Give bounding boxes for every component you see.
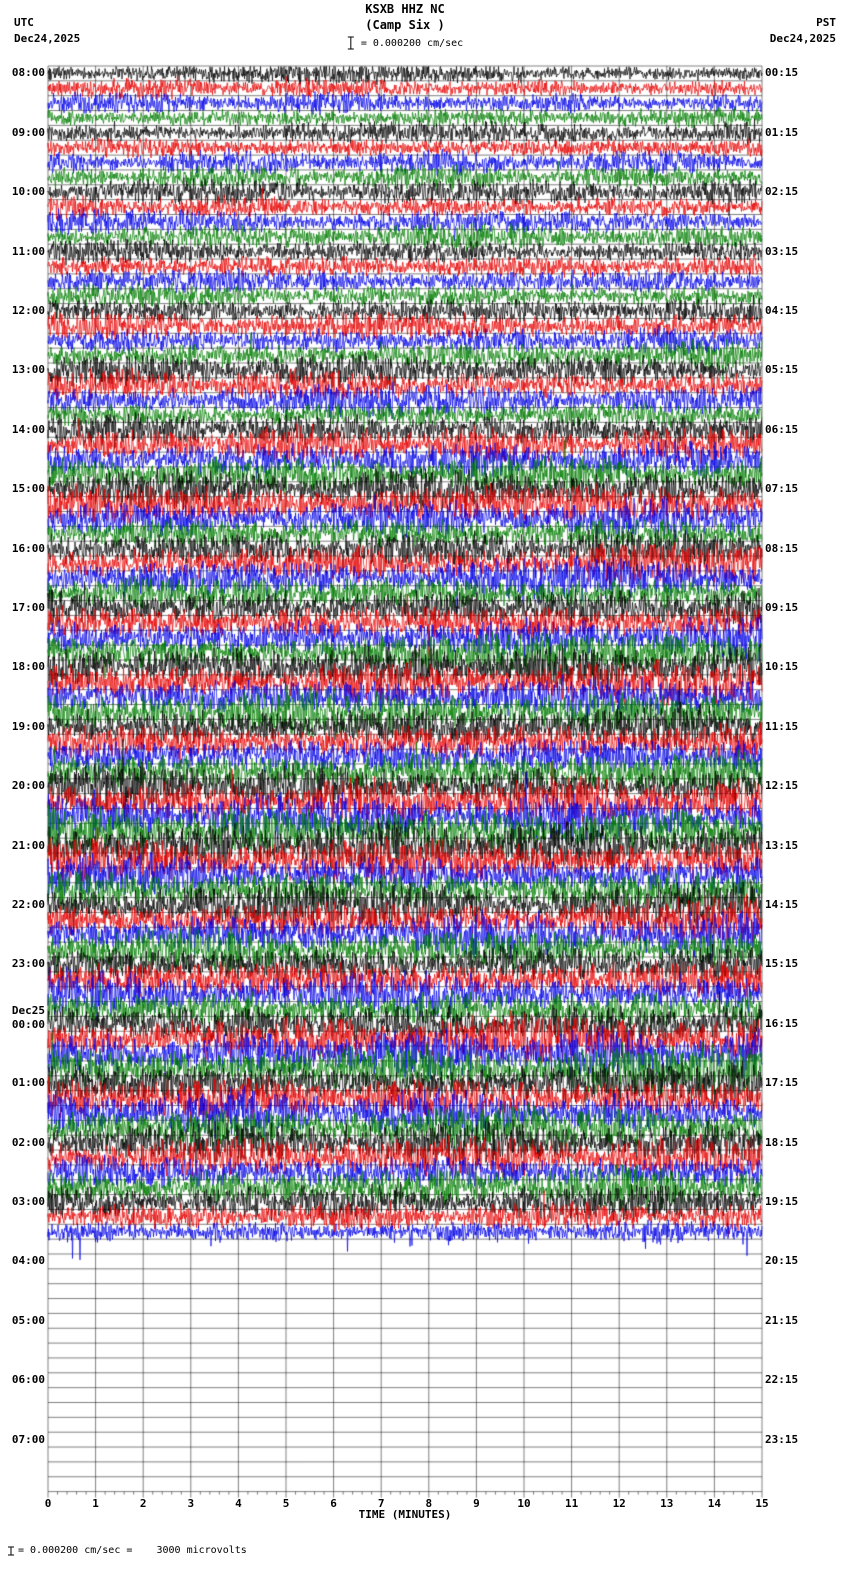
pst-hour-label: 20:15 (765, 1254, 799, 1268)
x-tick-label: 8 (425, 1496, 433, 1510)
pst-hour-label: 17:15 (765, 1076, 799, 1090)
pst-hour-label: 21:15 (765, 1313, 799, 1327)
utc-hour-label: 23:00 (11, 957, 45, 971)
x-tick-label: 4 (235, 1496, 242, 1510)
header-right: PST Dec24,2025 (770, 15, 836, 47)
utc-hour-label: 00:00 (11, 1017, 45, 1031)
utc-hour-label: 11:00 (11, 244, 45, 258)
x-tick-label: 12 (612, 1496, 626, 1510)
utc-label: UTC (14, 16, 34, 29)
utc-hour-label: 20:00 (11, 779, 45, 793)
pst-hour-label: 11:15 (765, 719, 799, 733)
x-tick-label: 9 (473, 1496, 480, 1510)
utc-hour-label: 15:00 (11, 482, 45, 496)
scale-bar-icon (347, 36, 354, 50)
utc-hour-label: 07:00 (11, 1432, 45, 1446)
pst-hour-label: 15:15 (765, 957, 799, 971)
footnote-text: = 0.000200 cm/sec = 3000 microvolts (18, 1545, 247, 1556)
pst-hour-label: 23:15 (765, 1432, 799, 1446)
pst-hour-label: 22:15 (765, 1373, 799, 1387)
pst-hour-label: 13:15 (765, 838, 799, 852)
scale-indicator: = 0.000200 cm/sec (347, 36, 463, 50)
date-change-label: Dec25 (11, 1003, 45, 1017)
pst-hour-label: 12:15 (765, 779, 799, 793)
x-axis-title: TIME (MINUTES) (358, 1508, 452, 1521)
station-title: KSXB HHZ NC (365, 2, 445, 16)
pst-hour-label: 02:15 (765, 185, 799, 199)
x-tick-label: 1 (92, 1496, 99, 1510)
utc-date-label: Dec24,2025 (14, 32, 81, 45)
x-tick-label: 14 (707, 1496, 722, 1510)
utc-hour-label: 09:00 (11, 125, 45, 139)
utc-hour-label: 04:00 (11, 1254, 45, 1268)
header-left: UTC Dec24,2025 (14, 15, 80, 47)
utc-hour-label: 14:00 (11, 422, 45, 436)
utc-hour-label: 16:00 (11, 541, 45, 555)
pst-hour-label: 05:15 (765, 363, 799, 377)
utc-hour-label: 18:00 (11, 660, 45, 674)
utc-hour-label: 01:00 (11, 1076, 45, 1090)
utc-hour-label: 19:00 (11, 719, 45, 733)
x-tick-label: 15 (755, 1496, 769, 1510)
utc-hour-label: 12:00 (11, 304, 45, 318)
utc-hour-label: 17:00 (11, 601, 45, 615)
x-tick-label: 7 (377, 1496, 385, 1510)
pst-hour-label: 00:15 (765, 66, 799, 80)
utc-hour-label: 10:00 (11, 185, 45, 199)
pst-hour-label: 16:15 (765, 1016, 799, 1030)
pst-hour-label: 18:15 (765, 1135, 799, 1149)
pst-hour-label: 01:15 (765, 125, 799, 139)
utc-hour-label: 03:00 (11, 1195, 45, 1209)
utc-hour-label: 21:00 (11, 838, 45, 852)
scale-footnote: = 0.000200 cm/sec = 3000 microvolts (8, 1545, 247, 1556)
pst-hour-label: 03:15 (765, 244, 799, 258)
utc-hour-label: 05:00 (11, 1313, 45, 1327)
x-tick-label: 3 (187, 1496, 195, 1510)
utc-hour-label: 06:00 (11, 1373, 45, 1387)
footnote-scale-icon (8, 1546, 14, 1555)
station-subtitle: (Camp Six ) (365, 18, 445, 32)
pst-hour-label: 09:15 (765, 601, 799, 615)
utc-hour-label: 08:00 (11, 66, 45, 80)
x-tick-label: 0 (44, 1496, 52, 1510)
pst-hour-label: 08:15 (765, 541, 799, 555)
pst-hour-label: 04:15 (765, 304, 799, 318)
utc-hour-label: 22:00 (11, 898, 45, 912)
x-tick-label: 10 (517, 1496, 531, 1510)
utc-hour-label: 13:00 (11, 363, 45, 377)
pst-hour-label: 10:15 (765, 660, 799, 674)
x-tick-label: 2 (139, 1496, 147, 1510)
x-tick-label: 11 (564, 1496, 579, 1510)
pst-date-label: Dec24,2025 (769, 32, 836, 45)
pst-hour-label: 19:15 (765, 1195, 799, 1209)
pst-hour-label: 14:15 (765, 898, 799, 912)
x-tick-label: 13 (660, 1496, 674, 1510)
utc-hour-label: 02:00 (11, 1135, 45, 1149)
scale-label: = 0.000200 cm/sec (360, 37, 464, 49)
pst-hour-label: 07:15 (765, 482, 799, 496)
utc-hour-label-with-date: Dec25 00:00 (0, 1004, 45, 1032)
pst-label: PST (816, 16, 836, 29)
pst-hour-label: 06:15 (765, 422, 799, 436)
x-tick-label: 6 (330, 1496, 337, 1510)
x-tick-label: 5 (282, 1496, 290, 1510)
